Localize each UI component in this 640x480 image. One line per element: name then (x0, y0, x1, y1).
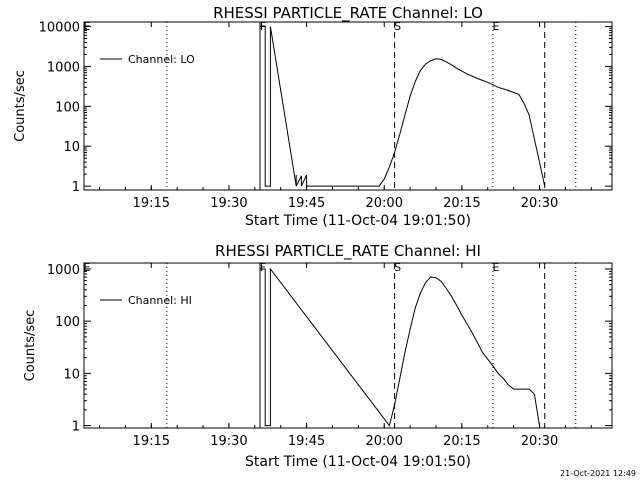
x-axis-label: Start Time (11-Oct-04 19:01:50) (245, 454, 471, 470)
x-axis-label: Start Time (11-Oct-04 19:01:50) (245, 213, 471, 229)
generation-timestamp: 21-Oct-2021 12:49 (560, 469, 636, 478)
y-tick-label: 100 (55, 315, 80, 330)
series-line (259, 26, 546, 187)
x-tick-label: 19:15 (133, 196, 170, 211)
x-tick-label: 20:00 (366, 196, 403, 211)
x-tick-label: 20:30 (521, 434, 558, 449)
x-tick-label: 20:00 (366, 434, 403, 449)
event-marker-label: F (260, 261, 266, 274)
chart-panel-2: RHESSI PARTICLE_RATE Channel: HI E F S E 19:1… (23, 242, 613, 470)
y-axis-label: Counts/sec (23, 310, 38, 382)
plot-frame (83, 262, 613, 429)
chart-panel-1: RHESSI PARTICLE_RATE Channel: LOE F S E19:1… (13, 4, 613, 229)
plot-frame (83, 21, 613, 191)
series-line (259, 267, 540, 427)
event-marker-label: E (84, 261, 91, 274)
y-tick-label: 100 (55, 100, 80, 115)
x-tick-label: 19:15 (133, 434, 170, 449)
x-tick-label: 20:15 (443, 434, 480, 449)
y-tick-label: 10 (63, 140, 80, 155)
x-tick-label: 19:45 (288, 434, 325, 449)
x-tick-label: 19:45 (288, 196, 325, 211)
y-tick-label: 1 (72, 180, 80, 195)
event-marker-label: S (394, 20, 401, 33)
y-axis-label: Counts/sec (13, 70, 28, 142)
x-tick-label: 19:30 (210, 196, 247, 211)
y-tick-label: 10 (63, 367, 80, 382)
chart-title: RHESSI PARTICLE_RATE Channel: LO (213, 4, 483, 23)
event-marker-label: E (492, 20, 499, 33)
legend-entry: Channel: HI (128, 294, 192, 307)
x-tick-label: 19:30 (210, 434, 247, 449)
legend-entry: Channel: LO (128, 53, 195, 66)
event-marker-label: S (394, 261, 401, 274)
x-tick-label: 20:15 (443, 196, 480, 211)
y-tick-label: 1000 (47, 60, 80, 75)
event-marker-label: E (492, 261, 499, 274)
chart-title: RHESSI PARTICLE_RATE Channel: HI (215, 242, 481, 261)
y-tick-label: 10000 (39, 21, 80, 36)
y-tick-label: 1000 (47, 263, 80, 278)
x-tick-label: 20:30 (521, 196, 558, 211)
y-tick-label: 1 (72, 420, 80, 435)
